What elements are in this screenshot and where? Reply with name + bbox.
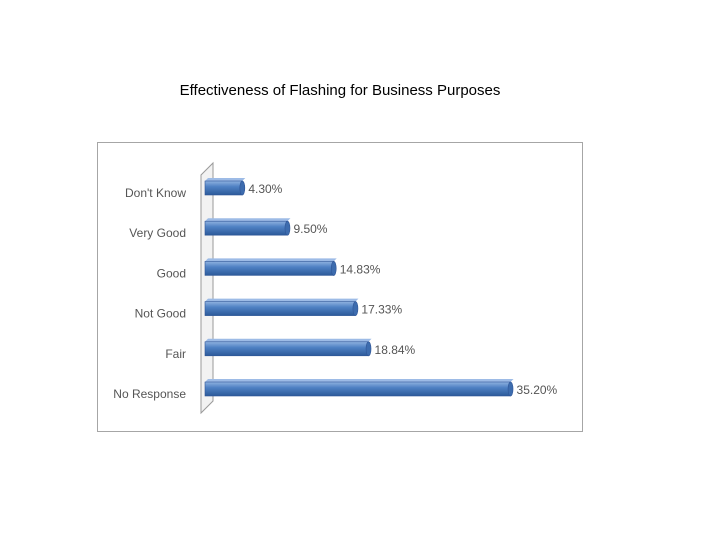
bar-front-face [204, 341, 369, 357]
value-label: 4.30% [248, 182, 282, 196]
bar-front-face [204, 180, 243, 196]
category-label: Don't Know [125, 186, 186, 200]
bar-end-cap [352, 301, 359, 316]
category-label: Good [157, 266, 186, 280]
category-labels: Don't Know Very Good Good Not Good Fair No Re… [113, 186, 186, 401]
bar-front-face [204, 261, 335, 276]
bars-group [204, 178, 514, 397]
category-label: Not Good [135, 307, 186, 321]
bar-end-cap [330, 261, 337, 276]
bar-front-face [204, 381, 511, 397]
value-label: 17.33% [361, 303, 402, 317]
bar [204, 379, 514, 397]
value-label: 14.83% [340, 262, 381, 276]
bar-end-cap [284, 220, 291, 236]
value-label: 35.20% [517, 383, 558, 397]
category-label: Fair [165, 347, 186, 361]
chart-title: Effectiveness of Flashing for Business P… [179, 82, 501, 99]
bar-end-cap [365, 341, 372, 357]
category-label: Very Good [129, 226, 186, 240]
bar [204, 258, 337, 276]
bar-front-face [204, 220, 288, 236]
bar-top-face [205, 298, 359, 302]
bar [204, 338, 372, 357]
bar [204, 298, 359, 316]
value-label: 9.50% [293, 222, 327, 236]
bar-end-cap [507, 381, 514, 397]
bar [204, 218, 291, 236]
category-label: No Response [113, 387, 186, 401]
bar-front-face [204, 301, 356, 316]
bar-end-cap [239, 180, 246, 196]
value-label: 18.84% [375, 343, 416, 357]
bar-top-face [205, 258, 337, 262]
bar-top-face [205, 178, 246, 181]
value-labels: 4.30% 9.50% 14.83% 17.33% 18.84% 35.20% [248, 182, 557, 397]
axis-wall [200, 161, 214, 415]
bar-top-face [205, 379, 514, 382]
bar [204, 178, 246, 196]
bar-top-face [205, 338, 372, 342]
bar-top-face [205, 218, 291, 222]
